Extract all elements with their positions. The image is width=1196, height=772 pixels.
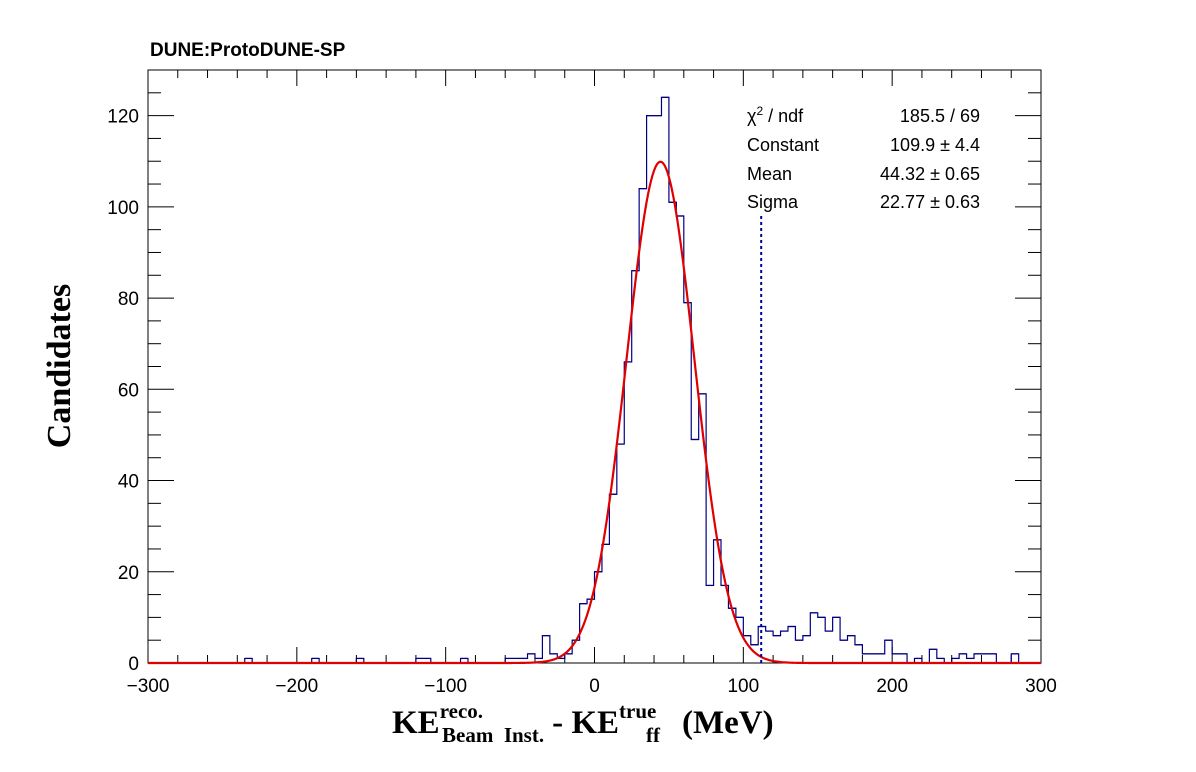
stat-mean-value: 44.32 ± 0.65 <box>880 164 980 184</box>
y-tick-label: 40 <box>118 472 139 493</box>
y-tick-label: 60 <box>118 380 139 401</box>
stat-chi2-rest: / ndf <box>763 106 804 126</box>
stat-mean-label: Mean <box>747 164 792 184</box>
stat-constant-label: Constant <box>747 135 819 155</box>
x-title-unit: (MeV) <box>682 705 774 741</box>
gaussian-fit-curve <box>148 160 1041 665</box>
x-title-sup-reco: reco. <box>440 699 483 723</box>
x-title-minus-ke: - KE <box>552 705 619 741</box>
y-tick-label: 80 <box>118 289 139 310</box>
x-axis-title: KEreco. Beam Inst. - KEtrue ff (MeV) <box>392 699 774 747</box>
x-tick-labels: −300 −200 −100 0 100 200 300 <box>127 676 1057 697</box>
x-tick-label: 300 <box>1025 676 1057 697</box>
fit-stats-box: χ2 / ndf 185.5 / 69 Constant 109.9 ± 4.4… <box>747 104 980 212</box>
x-title-sub-ff: ff <box>646 723 661 747</box>
x-title-sub-beam: Beam Inst. <box>442 723 544 747</box>
stat-chi2-value: 185.5 / 69 <box>900 106 980 126</box>
y-tick-label: 100 <box>107 198 139 219</box>
y-axis-title: Candidates <box>41 284 78 448</box>
chart-title: DUNE:ProtoDUNE-SP <box>150 40 346 61</box>
x-title-sup-true: true <box>619 699 656 723</box>
x-tick-label: 0 <box>589 676 600 697</box>
stat-chi2-label: χ2 / ndf <box>747 104 804 126</box>
stat-chi2-symbol: χ <box>747 106 757 126</box>
stat-sigma-value: 22.77 ± 0.63 <box>880 192 980 212</box>
y-tick-labels: 0 20 40 60 80 100 120 <box>107 107 139 675</box>
stat-sigma-label: Sigma <box>747 192 799 212</box>
x-tick-label: −200 <box>275 676 318 697</box>
y-tick-label: 20 <box>118 563 139 584</box>
x-tick-label: 200 <box>876 676 908 697</box>
x-title-base: KE <box>392 705 440 741</box>
x-tick-label: 100 <box>727 676 759 697</box>
stat-chi2-sup: 2 <box>756 104 763 118</box>
y-tick-label: 120 <box>107 107 139 128</box>
y-tick-label: 0 <box>128 654 139 675</box>
x-tick-label: −300 <box>127 676 170 697</box>
stat-constant-value: 109.9 ± 4.4 <box>890 135 980 155</box>
x-tick-label: −100 <box>424 676 467 697</box>
